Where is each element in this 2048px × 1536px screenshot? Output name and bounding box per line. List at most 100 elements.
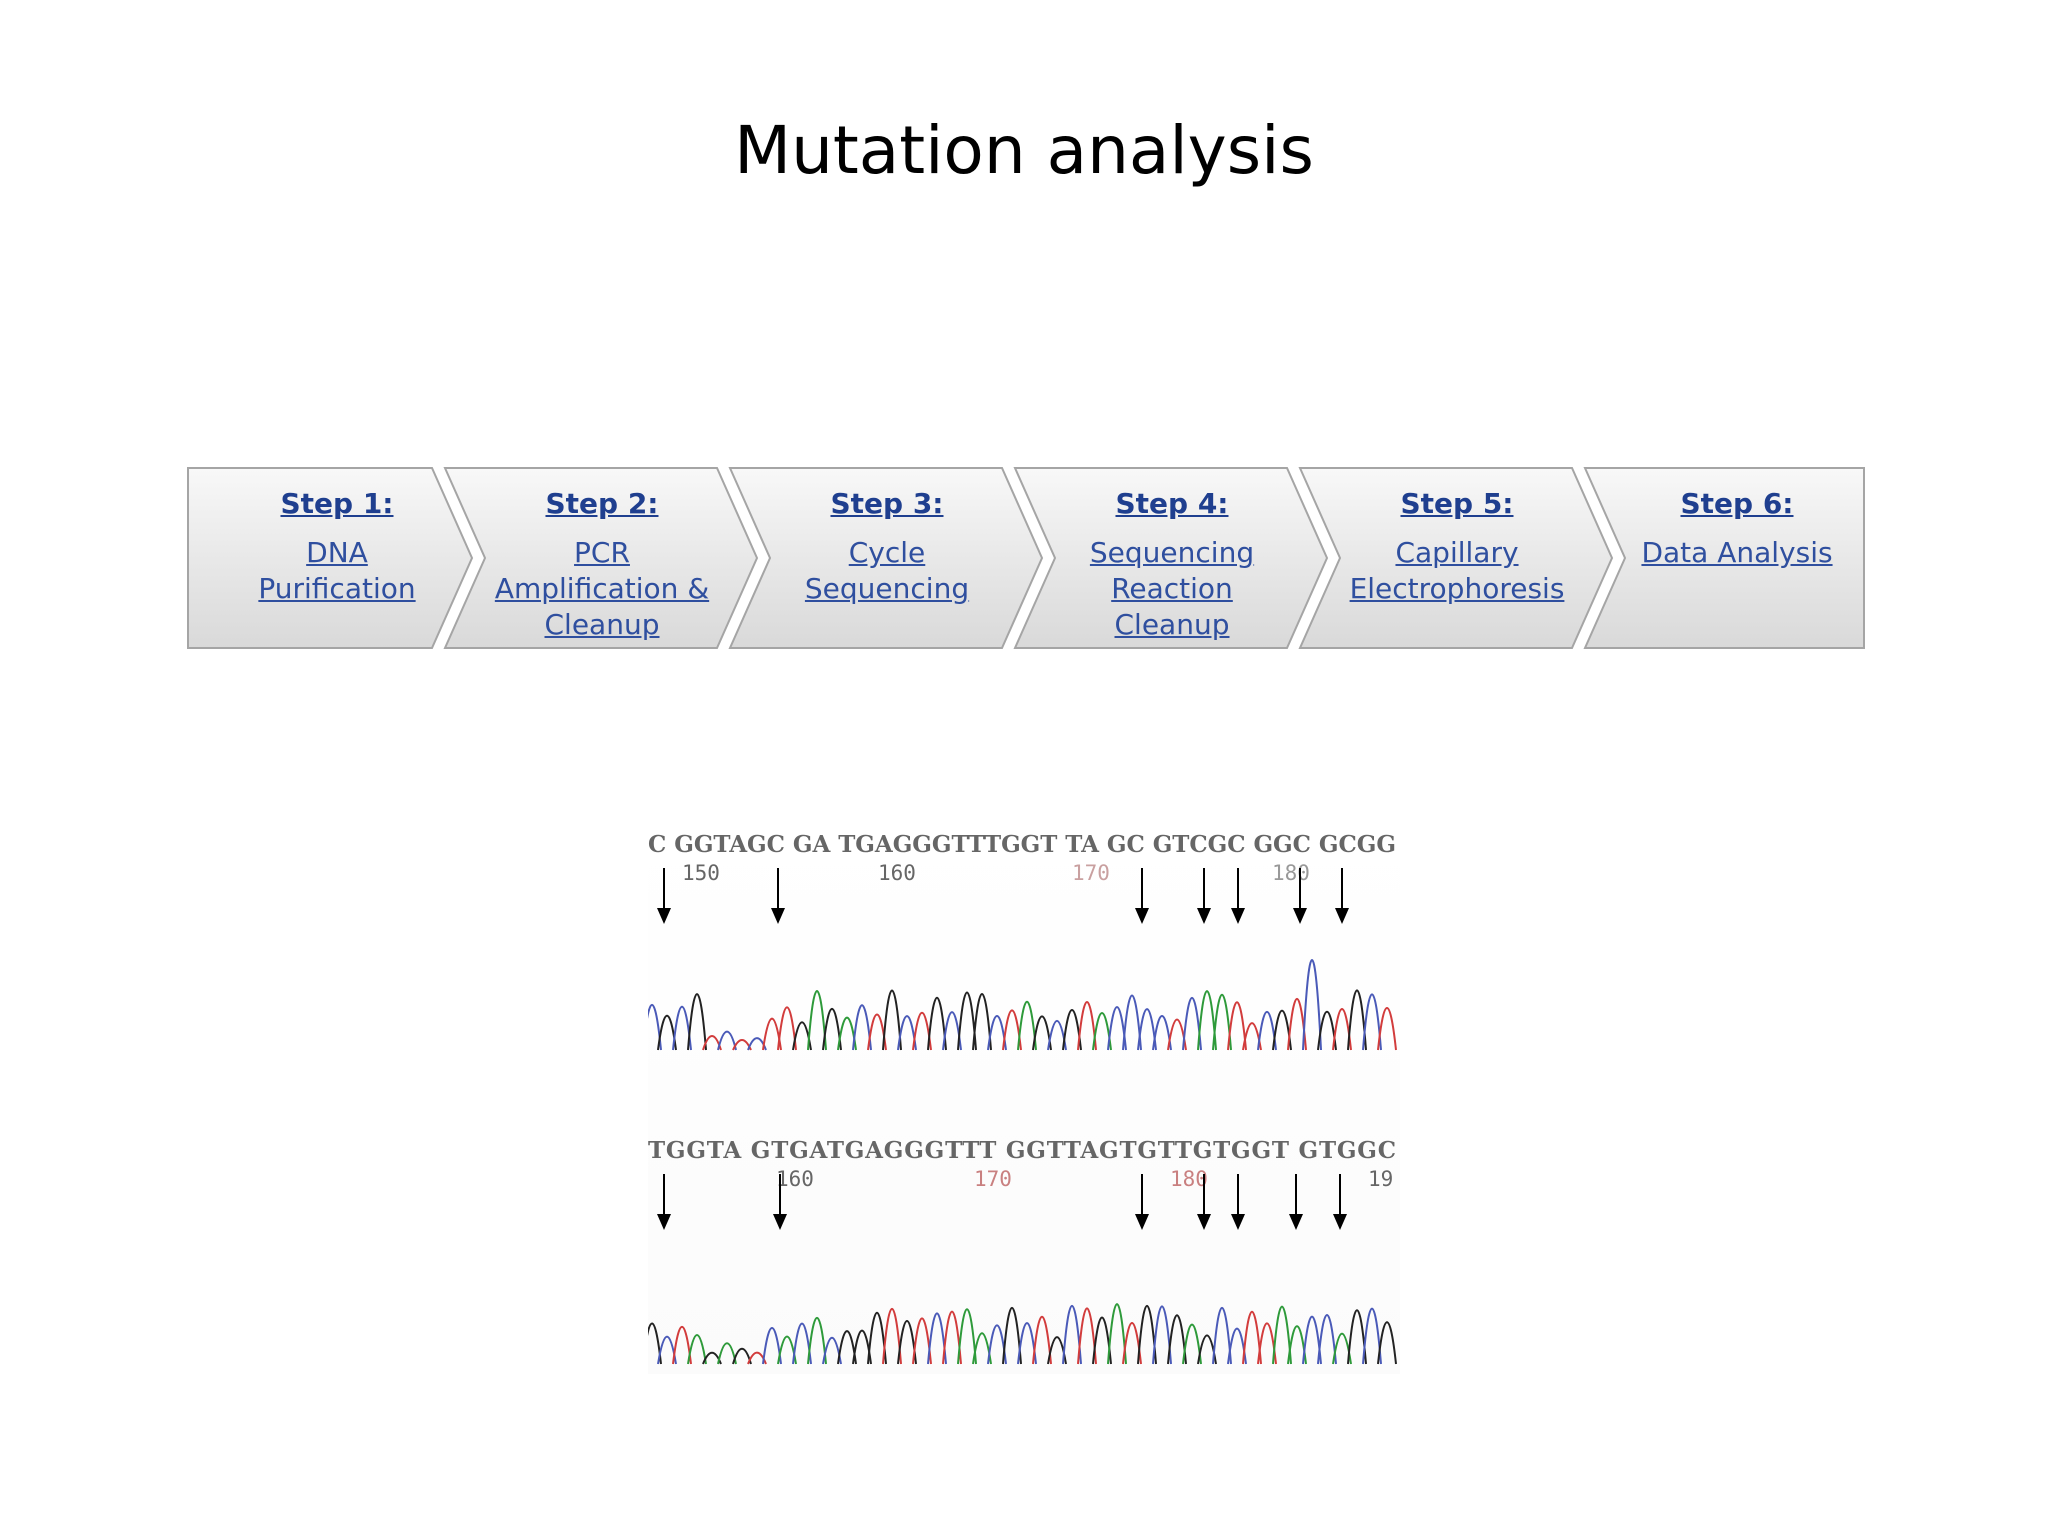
trace-peak xyxy=(942,1310,962,1365)
step-5-desc-line[interactable]: Capillary xyxy=(1395,535,1519,569)
trace-peak xyxy=(882,989,902,1051)
trace-peak xyxy=(747,1351,767,1365)
step-1-desc-line[interactable]: DNA xyxy=(306,535,368,569)
trace-peak xyxy=(1302,959,1322,1051)
arrow-head-icon xyxy=(1289,1214,1303,1230)
trace-peak xyxy=(1227,1001,1247,1051)
trace-peak xyxy=(1242,1311,1262,1365)
trace-peaks xyxy=(648,959,1397,1051)
trace-peak xyxy=(1002,1307,1022,1365)
position-label: 19 xyxy=(1368,1167,1393,1191)
step-4-label[interactable]: Step 4: xyxy=(1115,487,1229,520)
trace-peak xyxy=(957,991,977,1051)
trace-peak xyxy=(687,993,707,1051)
trace-peak xyxy=(882,1308,902,1365)
position-label: 160 xyxy=(878,861,916,885)
trace-peak xyxy=(1377,1007,1397,1051)
step-2-desc-line[interactable]: Amplification & xyxy=(494,571,710,605)
trace-peak xyxy=(1272,1305,1292,1365)
trace-peak xyxy=(648,1322,662,1365)
position-label: 180 xyxy=(1170,1167,1208,1191)
trace-peak xyxy=(1122,994,1142,1051)
step-4-chevron xyxy=(1013,467,1329,649)
chromatogram-bottom: TGGTA GTGATGAGGGTTT GGTTAGTGTTGTGGT GTGG… xyxy=(648,1134,1400,1374)
step-4-desc-line[interactable]: Reaction xyxy=(1111,571,1233,605)
step-6-chevron xyxy=(1583,467,1865,649)
workflow-step-bar: Step 1: DNA Purification Step 2: PCR Amp… xyxy=(187,467,1865,650)
trace-peak xyxy=(1152,1305,1172,1365)
trace-peak xyxy=(1077,1307,1097,1365)
trace-peak xyxy=(1182,1323,1202,1365)
arrow-head-icon xyxy=(1293,908,1307,924)
step-5[interactable]: Step 5: Capillary Electrophoresis xyxy=(1322,487,1592,647)
step-4-desc-line[interactable]: Sequencing xyxy=(1089,535,1255,569)
trace-peak xyxy=(1137,1008,1157,1051)
arrow-head-icon xyxy=(1231,1214,1245,1230)
step-1[interactable]: Step 1: DNA Purification xyxy=(227,487,447,647)
step-2-chevron xyxy=(443,467,759,649)
trace-peak xyxy=(1167,1314,1187,1365)
trace-peak xyxy=(1212,1307,1232,1365)
chromatogram-figure: C GGTAGC GA TGAGGGTTTGGT TA GC GTCGC GGC… xyxy=(648,828,1400,1374)
step-3-desc-line[interactable]: Cycle xyxy=(848,535,926,569)
arrow-head-icon xyxy=(657,1214,671,1230)
step-2-label[interactable]: Step 2: xyxy=(545,487,659,520)
trace-peak xyxy=(1377,1321,1397,1365)
step-5-chevron xyxy=(1298,467,1614,649)
trace-peak xyxy=(1347,989,1367,1051)
step-1-chevron xyxy=(187,467,474,649)
step-2-desc-line[interactable]: PCR xyxy=(574,535,630,569)
slide-title: Mutation analysis xyxy=(734,112,1314,189)
position-label: 150 xyxy=(682,861,720,885)
trace-peak xyxy=(957,1308,977,1365)
trace-peak xyxy=(927,997,947,1051)
trace-peak xyxy=(1317,1314,1337,1365)
sequence-text: TGGTA GTGATGAGGGTTT GGTTAGTGTTGTGGT GTGG… xyxy=(648,1137,1396,1164)
mutation-arrows xyxy=(657,1174,1347,1230)
trace-peak xyxy=(717,1030,737,1051)
mutation-arrows xyxy=(657,868,1349,924)
trace-peak xyxy=(822,1008,842,1051)
trace-peak xyxy=(807,990,827,1051)
step-2[interactable]: Step 2: PCR Amplification & Cleanup xyxy=(477,487,727,647)
trace-peak xyxy=(1032,1315,1052,1365)
trace-peak xyxy=(1197,990,1217,1051)
trace-peak xyxy=(1362,1307,1382,1365)
arrow-head-icon xyxy=(1197,1214,1211,1230)
step-1-desc-line[interactable]: Purification xyxy=(258,571,416,605)
arrow-head-icon xyxy=(773,1214,787,1230)
step-3[interactable]: Step 3: Cycle Sequencing xyxy=(762,487,1012,647)
trace-peak xyxy=(777,1006,797,1051)
arrow-head-icon xyxy=(1135,908,1149,924)
arrow-head-icon xyxy=(1335,908,1349,924)
step-3-label[interactable]: Step 3: xyxy=(830,487,944,520)
step-4-desc-line[interactable]: Cleanup xyxy=(1114,607,1230,641)
trace-peak xyxy=(1347,1309,1367,1365)
position-label: 170 xyxy=(1072,861,1110,885)
trace-peak xyxy=(1062,1305,1082,1365)
step-5-label[interactable]: Step 5: xyxy=(1400,487,1514,520)
position-label: 160 xyxy=(776,1167,814,1191)
trace-peak xyxy=(648,1003,662,1051)
trace-peak xyxy=(1077,1001,1097,1051)
step-6-desc-line[interactable]: Data Analysis xyxy=(1641,535,1833,569)
trace-peaks xyxy=(648,1303,1397,1365)
workflow-arrows xyxy=(187,467,1865,649)
step-3-desc-line[interactable]: Sequencing xyxy=(804,571,970,605)
step-6-label[interactable]: Step 6: xyxy=(1680,487,1794,520)
position-label: 180 xyxy=(1272,861,1310,885)
arrow-head-icon xyxy=(1197,908,1211,924)
trace-peak xyxy=(1017,1000,1037,1051)
trace-peak xyxy=(852,1004,872,1051)
step-4[interactable]: Step 4: Sequencing Reaction Cleanup xyxy=(1042,487,1302,647)
chromatogram-top: C GGTAGC GA TGAGGGTTTGGT TA GC GTCGC GGC… xyxy=(648,828,1400,1058)
trace-peak xyxy=(807,1316,827,1365)
trace-peak xyxy=(762,1327,782,1365)
step-2-desc-line[interactable]: Cleanup xyxy=(544,607,660,641)
step-5-desc-line[interactable]: Electrophoresis xyxy=(1349,571,1565,605)
step-6[interactable]: Step 6: Data Analysis xyxy=(1622,487,1852,647)
step-1-label[interactable]: Step 1: xyxy=(280,487,394,520)
step-3-chevron xyxy=(728,467,1044,649)
arrow-head-icon xyxy=(771,908,785,924)
chromatogram-bottom-svg: TGGTA GTGATGAGGGTTT GGTTAGTGTTGTGGT GTGG… xyxy=(648,1137,1397,1365)
